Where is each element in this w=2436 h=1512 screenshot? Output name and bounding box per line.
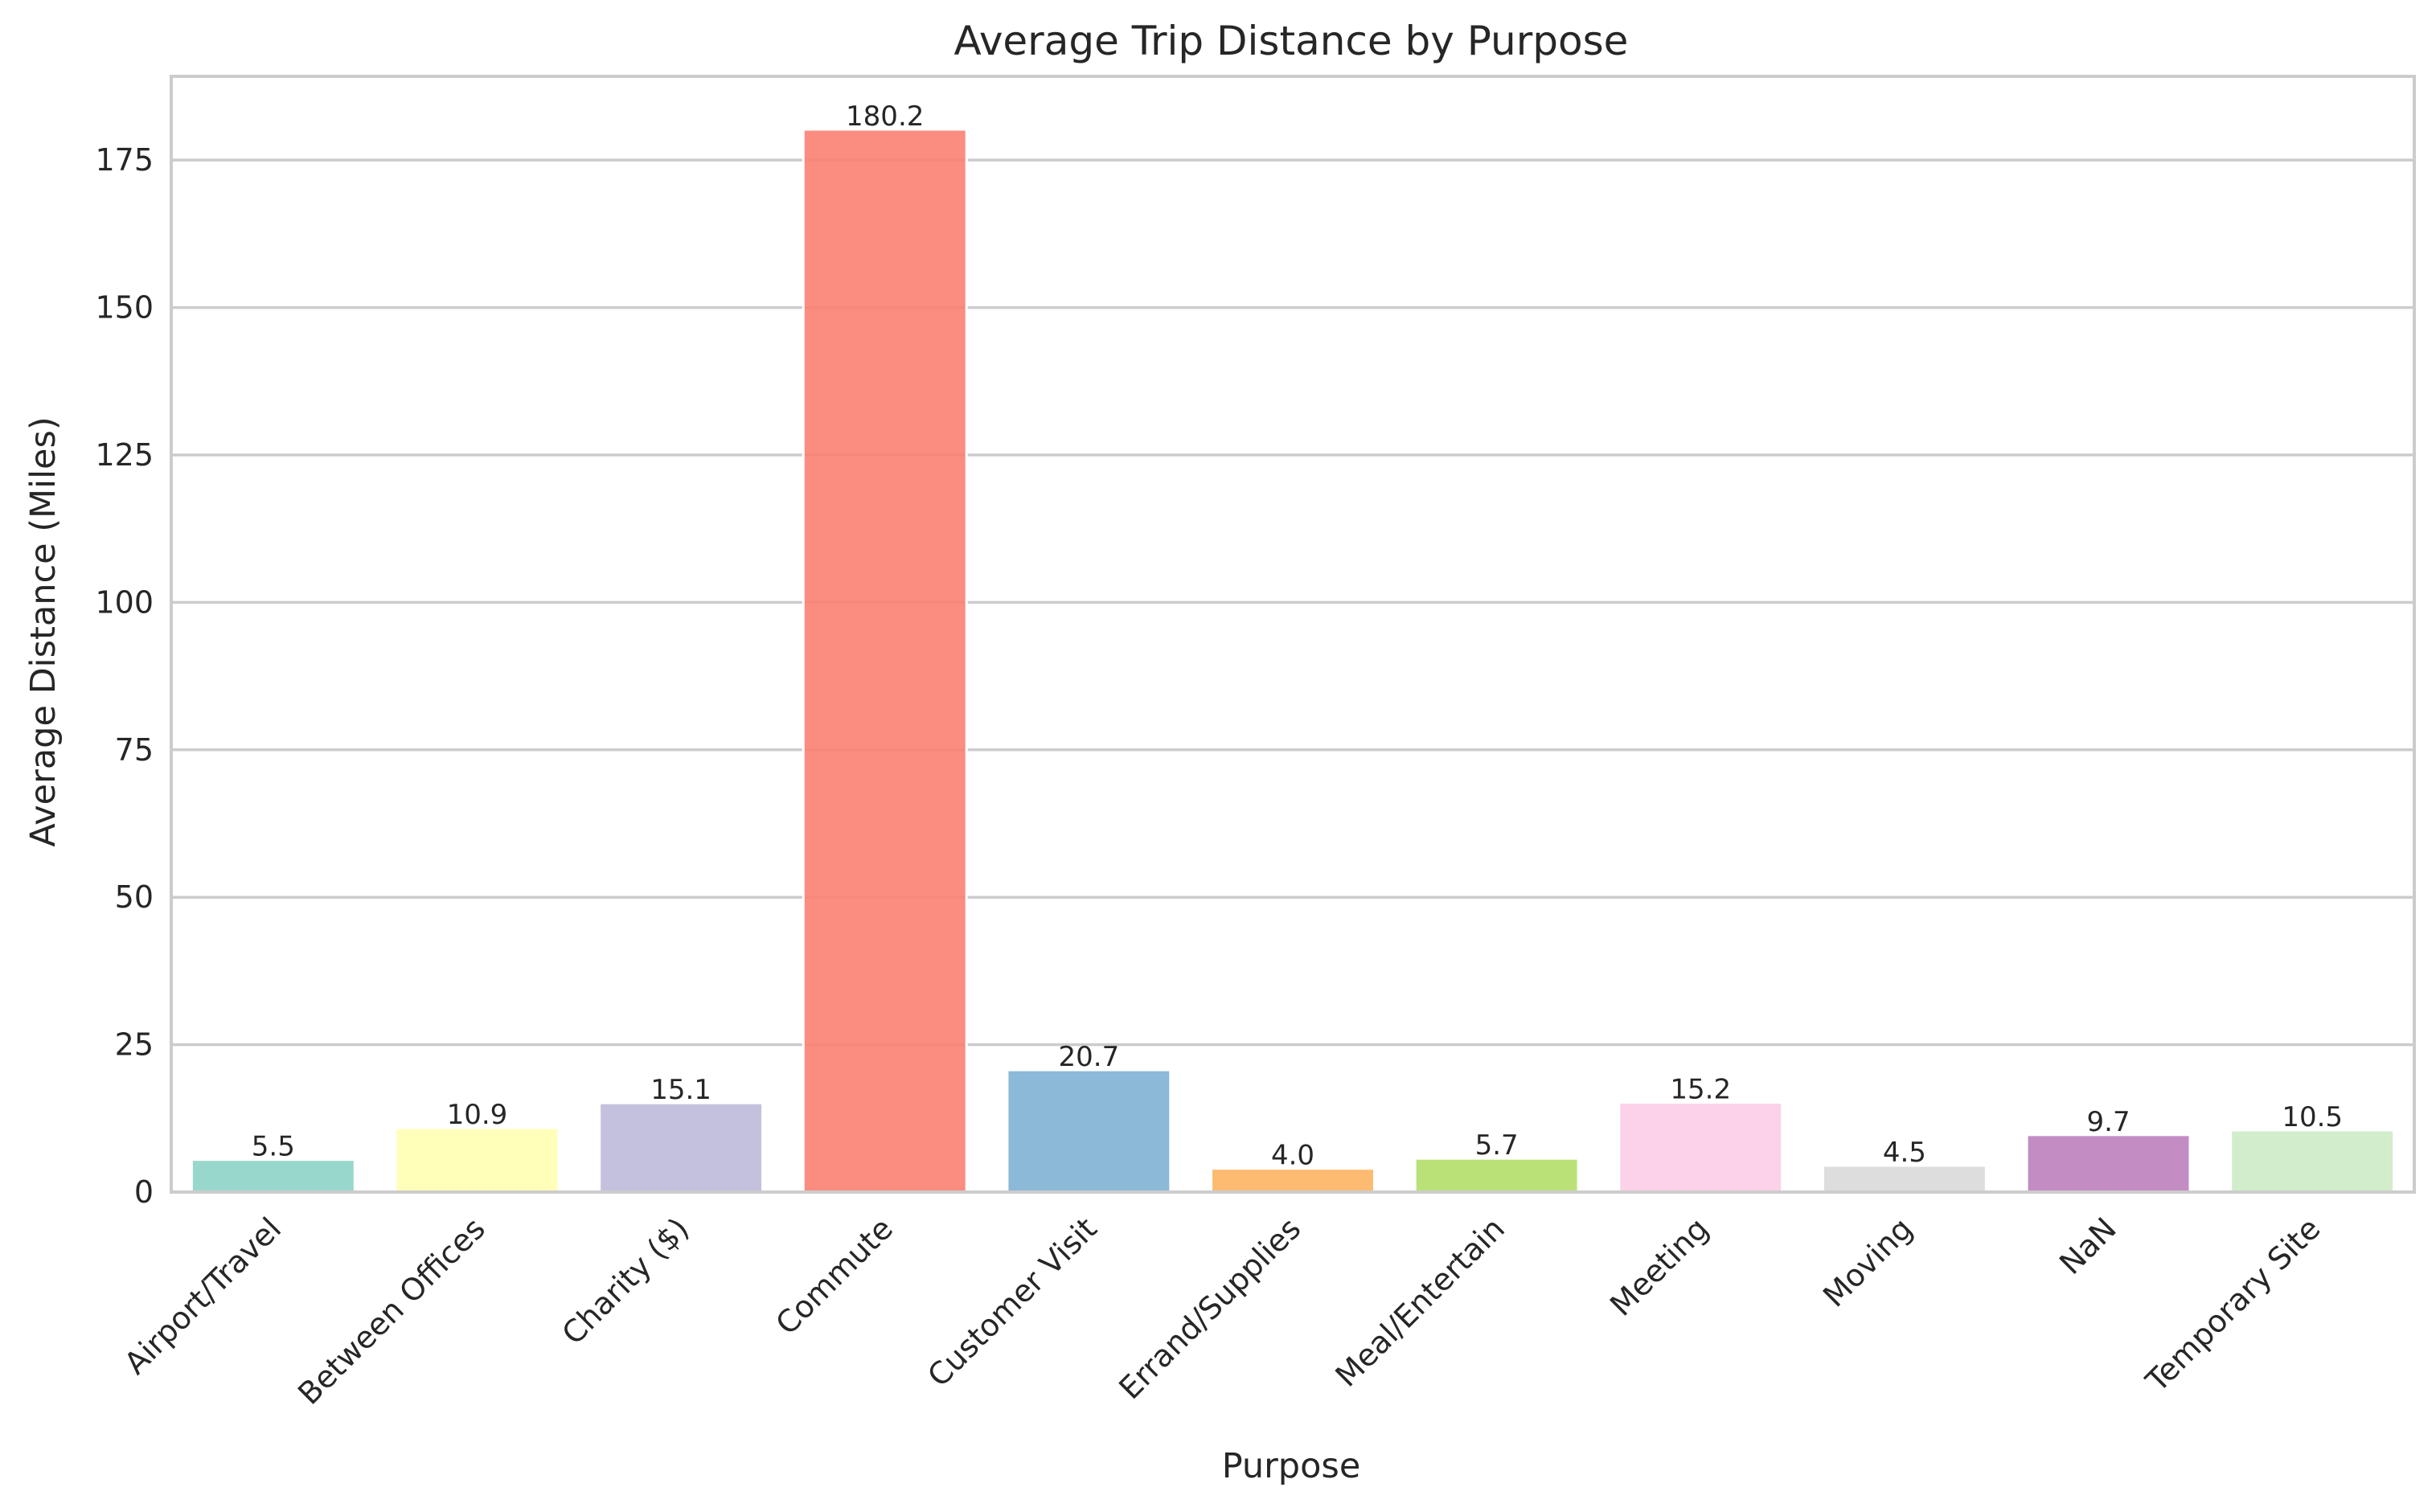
y-tick-label: 50: [115, 879, 154, 915]
y-tick-label: 25: [115, 1027, 154, 1063]
bar: [2025, 1133, 2192, 1194]
bar-value-label: 4.5: [1883, 1137, 1926, 1169]
bar-value-label: 180.2: [846, 100, 924, 133]
bar: [2229, 1129, 2396, 1194]
y-tick-label: 75: [115, 732, 154, 768]
bar-value-label: 20.7: [1059, 1041, 1120, 1073]
bar: [1618, 1100, 1784, 1194]
bars: [190, 128, 2396, 1194]
x-axis-label: Purpose: [1222, 1446, 1361, 1486]
y-tick-label: 175: [95, 142, 154, 178]
chart-title: Average Trip Distance by Purpose: [954, 18, 1629, 64]
bar: [1821, 1164, 1987, 1194]
y-tick-label: 150: [95, 290, 154, 326]
y-tick-label: 100: [95, 584, 154, 620]
bar: [394, 1126, 560, 1194]
y-tick-label: 125: [95, 437, 154, 473]
bar-value-label: 4.0: [1271, 1140, 1314, 1172]
bar-value-label: 9.7: [2087, 1106, 2130, 1138]
bar-value-label: 5.5: [252, 1131, 295, 1163]
bar: [1006, 1068, 1172, 1194]
bar-value-label: 10.5: [2282, 1101, 2343, 1133]
bar: [598, 1101, 765, 1194]
plot-frame: [170, 75, 2416, 1194]
y-tick-labels: 0 25 50 75 100 125 150 175: [95, 142, 154, 1210]
y-axis-label: Average Distance (Miles): [23, 416, 64, 846]
bar: [802, 128, 968, 1194]
y-tick-label: 0: [134, 1174, 154, 1210]
bar: [1210, 1167, 1376, 1194]
bar-value-label: 5.7: [1475, 1129, 1519, 1162]
bar: [190, 1158, 356, 1194]
data-labels: 5.5 10.9 15.1 180.2 20.7 4.0 5.7 15.2 4.5 9.7 10.5: [252, 100, 2343, 1172]
bar-value-label: 10.9: [447, 1099, 508, 1131]
bar-value-label: 15.2: [1670, 1073, 1731, 1105]
bar: [1413, 1157, 1580, 1194]
bar-value-label: 15.1: [650, 1074, 712, 1106]
